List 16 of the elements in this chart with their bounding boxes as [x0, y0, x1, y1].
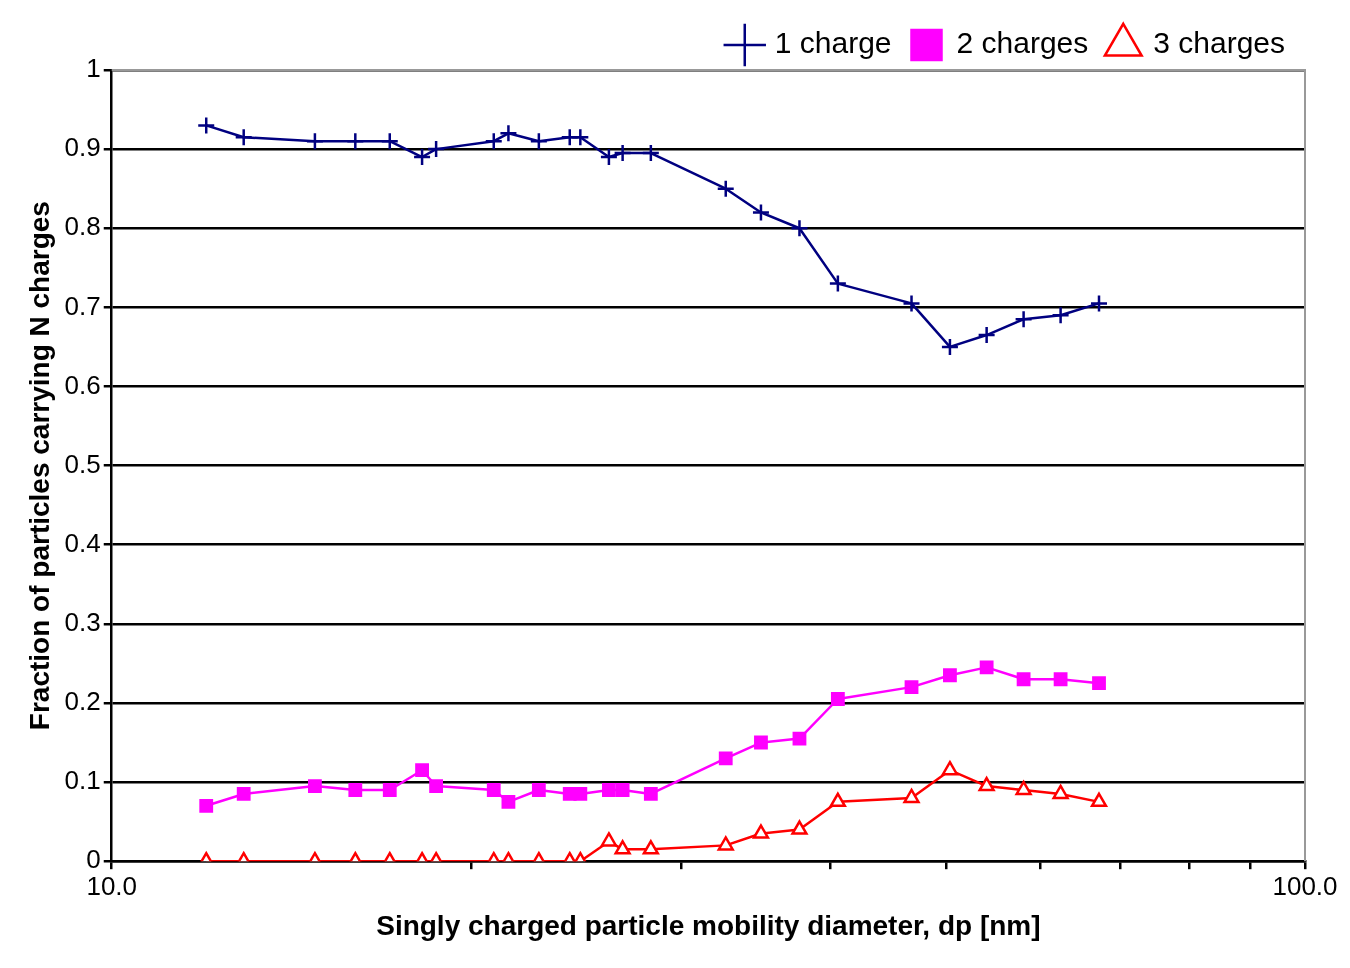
legend-label: 1 charge [774, 26, 892, 60]
legend-label: 2 charges [956, 26, 1089, 60]
y-tick-label: 0.2 [64, 686, 101, 717]
y-tick-label: 0.4 [64, 527, 101, 558]
x-tick-label: 100.0 [1272, 870, 1338, 901]
y-tick-label: 1 [86, 53, 101, 84]
x-axis-title: Singly charged particle mobility diameter, dp [nm] [376, 909, 1041, 941]
y-tick-label: 0.3 [64, 607, 101, 638]
y-tick-label: 0.6 [64, 369, 101, 400]
y-tick-label: 0.9 [64, 132, 101, 163]
legend-label: 3 charges [1153, 26, 1285, 60]
y-tick-label: 0.7 [64, 290, 101, 321]
y-tick-label: 0.5 [64, 448, 101, 479]
y-axis-title: Fraction of particles carrying N charges [23, 201, 55, 731]
y-tick-label: 0.1 [64, 765, 101, 796]
y-tick-label: 0.8 [64, 211, 101, 242]
